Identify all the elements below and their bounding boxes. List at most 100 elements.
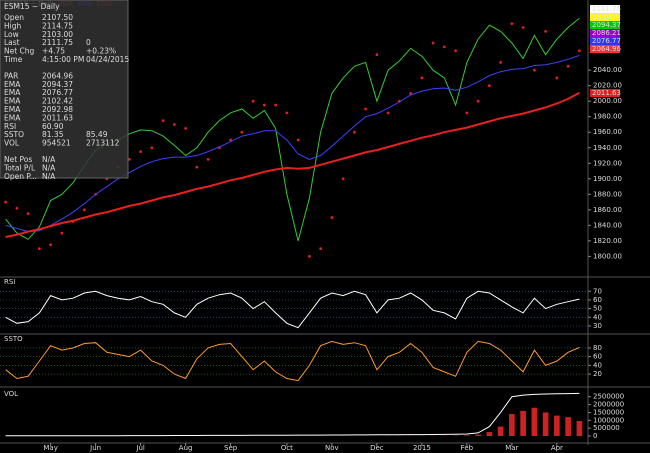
y-tick-label: 2040.00	[593, 66, 622, 74]
info-value: 2102.42	[42, 97, 73, 106]
par-dot	[262, 103, 266, 107]
y-tick-label: 2000000	[593, 401, 624, 409]
par-dot	[37, 247, 41, 251]
par-dot	[465, 111, 469, 115]
par-dot	[431, 41, 435, 45]
par-dot	[341, 177, 345, 181]
price-tag: 2111.75	[592, 5, 621, 13]
y-tick-label: 2000.00	[593, 97, 622, 105]
x-tick-label: Aug	[179, 444, 193, 452]
info-value: 81.35	[42, 130, 64, 139]
y-tick-label: 1800.00	[593, 252, 622, 260]
info-value: +0.23%	[86, 47, 116, 56]
y-tick-label: 1840.00	[593, 221, 622, 229]
par-dot	[26, 212, 30, 216]
x-tick-label: Mar	[505, 444, 518, 452]
par-dot	[15, 206, 19, 210]
info-label: High	[4, 21, 21, 30]
price-tag-bg	[590, 37, 620, 45]
info-value: 2094.37	[42, 80, 73, 89]
info-value: N/A	[42, 172, 56, 181]
info-value: 2092.98	[42, 105, 73, 114]
info-label: Net Pos	[4, 155, 32, 164]
y-tick-label: 1900.00	[593, 175, 622, 183]
x-tick-label: Feb	[461, 444, 474, 452]
info-box: ESM15 ~ Daily Open 2107.50 High 2114.75 Low 21…	[0, 0, 129, 181]
x-tick-label: Sep	[224, 444, 238, 452]
volume-bar	[464, 435, 470, 436]
info-value: N/A	[42, 155, 56, 164]
info-box-bg	[0, 0, 129, 179]
y-tick-label: 20	[593, 370, 602, 378]
info-label: EMA	[4, 97, 21, 106]
volume-bar	[565, 417, 571, 436]
par-dot	[139, 150, 143, 154]
par-dot	[307, 254, 311, 258]
price-tag: 2064.96	[592, 45, 621, 53]
info-label: Net Chg	[4, 47, 35, 56]
par-dot	[532, 68, 536, 72]
info-title: ESM15 ~ Daily	[4, 2, 60, 11]
price-tag-bg	[590, 13, 620, 21]
volume-bar	[531, 407, 538, 436]
series-line	[5, 91, 580, 238]
info-value: 2111.75	[42, 38, 73, 47]
info-label: EMA	[4, 88, 21, 97]
par-dot	[150, 146, 154, 150]
info-value: 4:15:00 PM	[42, 55, 84, 64]
par-dot	[274, 103, 278, 107]
par-dot	[195, 165, 199, 169]
info-label: PAR	[4, 71, 18, 80]
series-line	[5, 54, 580, 233]
volume-bar	[554, 415, 560, 436]
y-tick-label: 1920.00	[593, 159, 622, 167]
par-dot	[544, 29, 548, 33]
info-label: Low	[4, 30, 19, 39]
price-tag-bg	[590, 5, 620, 13]
info-value: 2103.00	[42, 30, 73, 39]
price-tag-bg	[590, 29, 620, 37]
y-tick-label: 60	[593, 296, 602, 304]
y-tick-label: 60	[593, 353, 602, 361]
y-tick-label: 80	[593, 344, 602, 352]
par-dot	[82, 208, 86, 212]
y-tick-label: 1500000	[593, 408, 624, 416]
volume-bar	[520, 410, 526, 436]
par-dot	[49, 243, 53, 247]
price-tag: 2076.77	[592, 37, 621, 45]
x-tick-label: May	[43, 444, 57, 452]
par-dot	[409, 92, 413, 95]
price-tag-bg	[590, 21, 620, 29]
info-value: 85.49	[86, 130, 108, 139]
price-tag: 2102.42	[592, 13, 621, 21]
par-dot	[206, 157, 210, 161]
par-dot	[184, 126, 188, 130]
info-label: Open P...	[4, 172, 37, 181]
volume-bar	[509, 414, 515, 436]
par-dot	[172, 123, 176, 126]
info-label: Open	[4, 13, 24, 22]
par-dot	[251, 99, 255, 103]
par-dot	[521, 26, 525, 29]
par-dot	[555, 76, 559, 80]
x-tick-label: Jun	[89, 444, 101, 452]
info-value: 954521	[42, 139, 71, 148]
info-value: 2076.77	[42, 88, 73, 97]
par-dot	[127, 157, 131, 161]
price-tag: 2011.63	[592, 89, 621, 97]
info-label: Time	[3, 55, 23, 64]
info-label: EMA	[4, 80, 21, 89]
x-tick-label: Oct	[281, 444, 293, 452]
info-value: 04/24/2015	[86, 55, 129, 64]
par-dot	[240, 130, 244, 134]
par-dot	[364, 107, 368, 111]
y-tick-label: 1880.00	[593, 190, 622, 198]
x-tick-label: Nov	[325, 444, 339, 452]
par-dot	[420, 76, 424, 80]
y-tick-label: 30	[593, 322, 602, 330]
y-tick-label: 70	[593, 287, 602, 295]
price-tag-bg	[590, 89, 620, 97]
info-value: 2107.50	[42, 13, 73, 22]
